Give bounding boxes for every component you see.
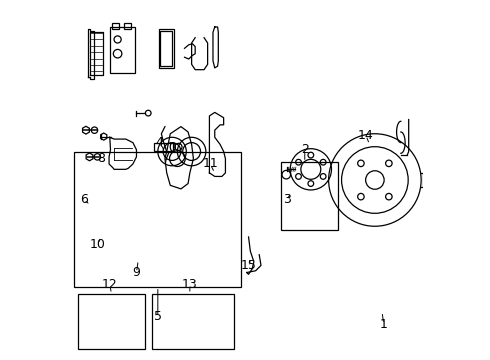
Bar bbox=[152, 294, 234, 349]
Text: 15: 15 bbox=[241, 259, 256, 272]
Text: 7: 7 bbox=[163, 150, 171, 163]
Text: 5: 5 bbox=[154, 310, 162, 324]
Text: 4: 4 bbox=[156, 136, 164, 149]
Text: 12: 12 bbox=[102, 279, 118, 292]
Text: 14: 14 bbox=[358, 129, 374, 142]
Bar bbox=[112, 23, 119, 29]
Text: 3: 3 bbox=[283, 193, 291, 206]
Bar bbox=[124, 23, 131, 29]
Text: 1: 1 bbox=[380, 318, 388, 330]
Bar bbox=[281, 162, 338, 230]
Text: 2: 2 bbox=[301, 143, 309, 156]
Text: 6: 6 bbox=[80, 193, 88, 206]
Text: 11: 11 bbox=[202, 157, 218, 171]
Text: 9: 9 bbox=[132, 266, 141, 279]
Text: 10: 10 bbox=[90, 238, 106, 251]
Bar bbox=[154, 143, 173, 151]
Text: 8: 8 bbox=[98, 152, 106, 165]
Bar bbox=[160, 31, 172, 66]
Bar bbox=[159, 29, 174, 68]
Bar bbox=[74, 152, 242, 287]
Text: 13: 13 bbox=[182, 279, 198, 292]
Bar bbox=[78, 294, 146, 349]
Bar bbox=[110, 27, 135, 73]
